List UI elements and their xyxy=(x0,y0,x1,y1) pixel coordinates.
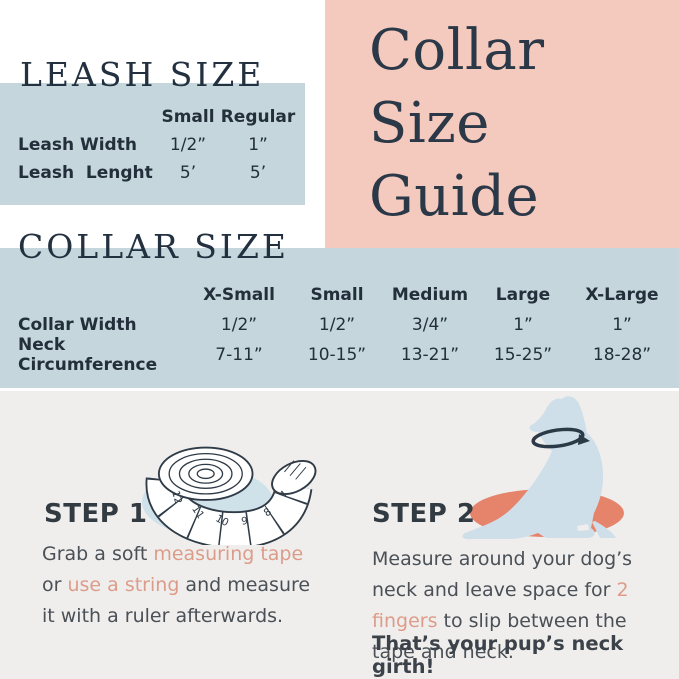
leash-cell: 1” xyxy=(248,135,268,155)
collar-cell: 1/2” xyxy=(220,315,258,335)
step1-text-part: or xyxy=(42,543,310,596)
collar-cell: 7-11” xyxy=(215,345,263,365)
leash-column-header: Small xyxy=(161,107,215,127)
svg-text:12: 12 xyxy=(169,489,184,505)
collar-column-header: Small xyxy=(310,285,364,305)
page-title: Collar Size Guide xyxy=(369,18,545,229)
collar-row-label: Collar Width xyxy=(18,315,137,335)
svg-text:9: 9 xyxy=(241,515,249,528)
step2-note: That’s your pup’s neck girth! xyxy=(372,632,624,678)
collar-size-table: X-Small Small Medium Large X-Large Colla… xyxy=(18,280,674,375)
collar-column-header: X-Small xyxy=(203,285,275,305)
collar-cell: 15-25” xyxy=(493,345,553,365)
leash-size-heading: LEASH SIZE xyxy=(20,55,265,94)
leash-cell: 5’ xyxy=(249,163,267,183)
collar-cell: 1” xyxy=(513,315,533,335)
leash-row-label: Leash Width xyxy=(18,135,137,155)
svg-text:7: 7 xyxy=(278,489,292,500)
collar-cell: 10-15” xyxy=(307,345,367,365)
collar-cell: 1/2” xyxy=(318,315,356,335)
collar-size-heading: COLLAR SIZE xyxy=(18,227,289,266)
leash-size-table: Small Regular Leash Width 1/2” 1” Leash … xyxy=(18,103,300,187)
leash-column-header: Regular xyxy=(220,107,296,127)
step1-text-part: Grab a soft xyxy=(42,543,154,565)
step1-text-part: and measure it with a ruler afterwards. xyxy=(42,574,317,627)
svg-text:10: 10 xyxy=(213,512,230,529)
leash-cell: 1/2” xyxy=(169,135,207,155)
measuring-tape-icon: 12 11 10 9 8 7 xyxy=(142,446,317,545)
step2-heading: STEP 2 xyxy=(372,499,476,529)
leash-cell: 5’ xyxy=(179,163,197,183)
collar-cell: 3/4” xyxy=(411,315,449,335)
step1-heading: STEP 1 xyxy=(44,499,148,529)
hero-panel: Collar Size Guide xyxy=(325,0,679,249)
collar-column-header: X-Large xyxy=(585,285,659,305)
step1-text: Grab a soft measuring tape or use a stri… xyxy=(42,539,326,632)
dog-with-collar-icon xyxy=(462,396,624,540)
step1-accent-use-a-string: use a string xyxy=(67,574,180,596)
collar-row-label: Neck Circumference xyxy=(18,335,158,375)
collar-column-header: Large xyxy=(495,285,551,305)
collar-cell: 13-21” xyxy=(400,345,460,365)
step2-accent-2-fingers: 2 fingers xyxy=(372,579,635,632)
how-to-measure-section: 12 11 10 9 8 7 STEP 1 Grab a soft measur… xyxy=(0,391,679,679)
collar-cell: 1” xyxy=(612,315,632,335)
collar-cell: 18-28” xyxy=(592,345,652,365)
leash-size-panel: Small Regular Leash Width 1/2” 1” Leash … xyxy=(0,83,305,205)
leash-row-label: Leash Lenght xyxy=(18,163,153,183)
step2-text: Measure around your dog’s neck and leave… xyxy=(372,544,668,668)
step2-text-part: to slip between the tape and neck. xyxy=(372,610,633,663)
collar-column-header: Medium xyxy=(391,285,469,305)
collar-arrow-shape xyxy=(531,427,585,449)
step2-text-part: Measure around your dog’s neck and leave… xyxy=(372,548,639,601)
step1-accent-measuring-tape: measuring tape xyxy=(153,543,304,565)
collar-size-panel: X-Small Small Medium Large X-Large Colla… xyxy=(0,248,679,388)
